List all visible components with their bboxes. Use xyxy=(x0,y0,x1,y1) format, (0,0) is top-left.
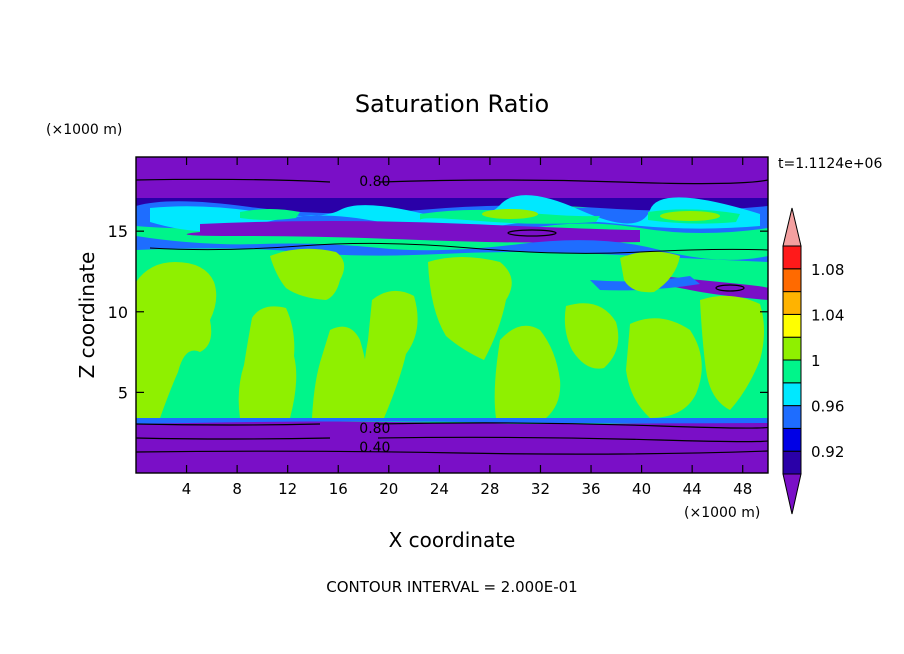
x-tick-label: 28 xyxy=(480,480,499,498)
colorbar-segment xyxy=(782,268,802,293)
contour-ellipse-upper xyxy=(507,229,557,237)
x-tick-label: 24 xyxy=(430,480,449,498)
upper-navy-band xyxy=(136,198,768,214)
x-tick-label: 20 xyxy=(379,480,398,498)
contour-label: 0.80 xyxy=(359,174,390,190)
mid-plumes xyxy=(136,248,764,418)
colorbar-max-arrow xyxy=(782,207,802,247)
contour-label: 0.40 xyxy=(359,440,390,456)
colorbar-segment xyxy=(782,359,802,384)
x-tick-label: 12 xyxy=(278,480,297,498)
contour-line-upper xyxy=(136,178,768,185)
colorbar-segment xyxy=(782,336,802,361)
x-tick-label: 40 xyxy=(632,480,651,498)
colorbar-segment xyxy=(782,313,802,338)
lower-dry-layer xyxy=(136,420,768,473)
x-tick-label: 48 xyxy=(733,480,752,498)
colorbar-segment xyxy=(782,427,802,452)
colorbar-segment xyxy=(782,405,802,429)
colorbar-segment xyxy=(782,291,802,315)
contour-label: 0.80 xyxy=(359,421,390,437)
lower-blue-edge xyxy=(136,418,768,424)
upper-cyan-band xyxy=(150,195,760,232)
x-tick-label: 8 xyxy=(232,480,242,498)
chart-title: Saturation Ratio xyxy=(355,90,549,118)
x-tick-label: 32 xyxy=(531,480,550,498)
x-tick-label: 36 xyxy=(581,480,600,498)
time-label: t=1.1124e+06 xyxy=(778,156,882,172)
plot-frame xyxy=(135,156,769,474)
contour-line-lower-040 xyxy=(136,436,768,443)
yellowgreen-patch-upper xyxy=(482,209,538,219)
contour-line-mid xyxy=(149,242,768,254)
y-unit-label: (×1000 m) xyxy=(46,122,122,138)
contour-field: 0.80 0.80 0.40 xyxy=(136,157,768,473)
colorbar-min-arrow xyxy=(782,473,802,515)
colorbar-tick-label: 0.92 xyxy=(811,443,844,461)
blue-tongue-edge xyxy=(136,236,768,262)
colorbar-tick-label: 1.04 xyxy=(811,306,844,324)
y-tick-label: 15 xyxy=(108,222,128,241)
contour-ellipse-right xyxy=(715,284,745,292)
y-tick-label: 5 xyxy=(118,383,128,402)
x-unit-label: (×1000 m) xyxy=(684,505,760,521)
x-axis-label: X coordinate xyxy=(389,528,516,552)
yellowgreen-patch-upper-right xyxy=(660,211,720,221)
purple-tongue xyxy=(186,221,640,243)
x-tick-label: 44 xyxy=(683,480,702,498)
contour-labels: 0.80 0.80 0.40 xyxy=(359,174,390,456)
y-axis-label: Z coordinate xyxy=(75,252,99,379)
contour-interval-footer: CONTOUR INTERVAL = 2.000E-01 xyxy=(326,578,577,596)
colorbar-segment xyxy=(782,450,802,475)
contour-line-lower-080 xyxy=(136,422,768,429)
y-tick-label: 10 xyxy=(108,303,128,322)
contour-line-bottom xyxy=(136,450,768,455)
colorbar: 0.92 0.96 1 1.04 1.08 xyxy=(782,207,844,515)
x-tick-label: 4 xyxy=(182,480,192,498)
x-tick-label: 16 xyxy=(329,480,348,498)
colorbar-tick-label: 1.08 xyxy=(811,261,844,279)
colorbar-tick-label: 0.96 xyxy=(811,398,844,416)
colorbar-segment xyxy=(782,382,802,407)
colorbar-tick-label: 1 xyxy=(811,352,821,370)
colorbar-segment xyxy=(782,245,802,270)
contour-lines xyxy=(136,178,768,455)
